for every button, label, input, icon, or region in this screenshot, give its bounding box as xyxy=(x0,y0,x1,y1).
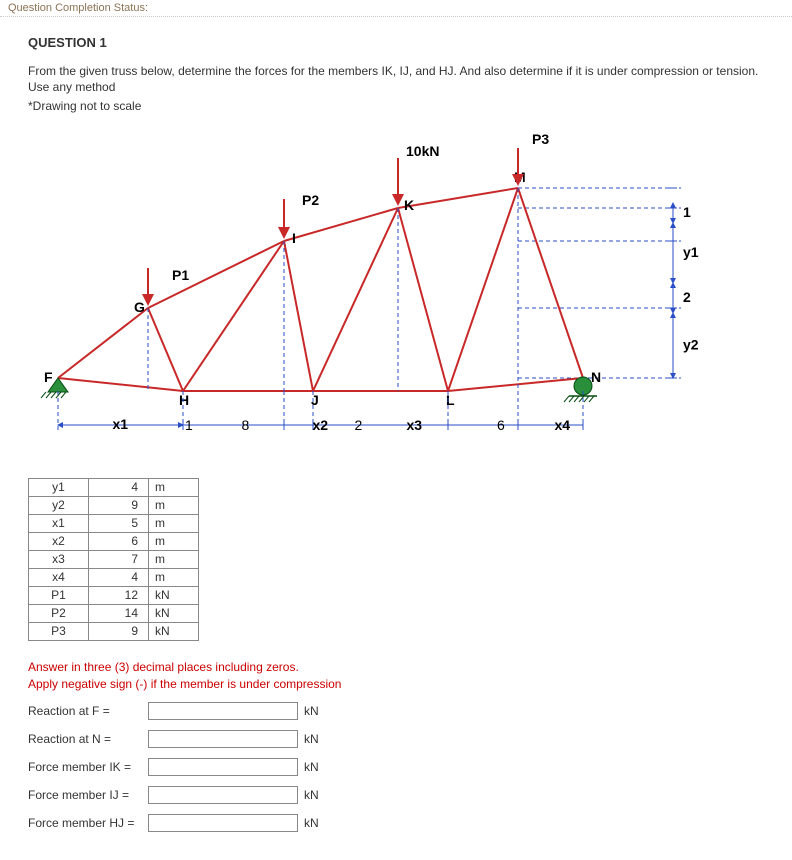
answers-block: Reaction at F =kNReaction at N =kNForce … xyxy=(28,702,764,832)
param-name: x3 xyxy=(29,550,89,568)
svg-text:H: H xyxy=(179,392,189,408)
truss-diagram: F G H I J K L M N P1 P2 10kN P3 x1 1 8 x2 2 x3 6 x4 1 y1 2 y2 xyxy=(28,133,764,466)
param-row: x26m xyxy=(29,532,199,550)
question-content: QUESTION 1 From the given truss below, d… xyxy=(0,17,792,860)
param-row: y14m xyxy=(29,478,199,496)
answer-label: Reaction at F = xyxy=(28,704,148,718)
answer-label: Reaction at N = xyxy=(28,732,148,746)
svg-text:2: 2 xyxy=(683,289,691,305)
answer-label: Force member IK = xyxy=(28,760,148,774)
svg-text:P1: P1 xyxy=(172,267,189,283)
svg-text:J: J xyxy=(311,392,319,408)
answer-row: Reaction at N = kN xyxy=(28,730,764,748)
param-value: 12 xyxy=(89,586,149,604)
param-value: 6 xyxy=(89,532,149,550)
svg-text:1: 1 xyxy=(185,417,193,433)
param-row: x37m xyxy=(29,550,199,568)
instruction-2: Apply negative sign (-) if the member is… xyxy=(28,676,764,693)
svg-text:x2: x2 xyxy=(313,417,329,433)
param-name: P1 xyxy=(29,586,89,604)
answer-label: Force member IJ = xyxy=(28,788,148,802)
answer-row: Force member HJ = kN xyxy=(28,814,764,832)
instruction-1: Answer in three (3) decimal places inclu… xyxy=(28,659,764,676)
answer-row: Force member IK = kN xyxy=(28,758,764,776)
param-unit: m xyxy=(149,478,199,496)
answer-unit: kN xyxy=(304,704,319,718)
svg-text:x3: x3 xyxy=(407,417,423,433)
question-text: From the given truss below, determine th… xyxy=(28,64,764,95)
answer-row: Force member IJ = kN xyxy=(28,786,764,804)
parameter-table: y14my29mx15mx26mx37mx44mP112kNP214kNP39k… xyxy=(28,478,199,641)
param-unit: kN xyxy=(149,622,199,640)
param-name: y1 xyxy=(29,478,89,496)
svg-text:y1: y1 xyxy=(683,244,699,260)
param-name: y2 xyxy=(29,496,89,514)
answer-input[interactable] xyxy=(148,814,298,832)
svg-text:x1: x1 xyxy=(113,416,129,432)
svg-text:10kN: 10kN xyxy=(406,143,439,159)
param-unit: m xyxy=(149,514,199,532)
svg-text:x4: x4 xyxy=(555,417,571,433)
answer-input[interactable] xyxy=(148,758,298,776)
param-row: P39kN xyxy=(29,622,199,640)
param-name: x2 xyxy=(29,532,89,550)
answer-unit: kN xyxy=(304,788,319,802)
svg-text:K: K xyxy=(404,197,414,213)
param-unit: m xyxy=(149,550,199,568)
answer-unit: kN xyxy=(304,760,319,774)
truss-svg: F G H I J K L M N P1 P2 10kN P3 x1 1 8 x2 2 x3 6 x4 1 y1 2 y2 xyxy=(28,133,728,463)
answer-input[interactable] xyxy=(148,702,298,720)
svg-text:N: N xyxy=(591,369,601,385)
answer-input[interactable] xyxy=(148,730,298,748)
drawing-note: *Drawing not to scale xyxy=(28,99,764,115)
param-name: P2 xyxy=(29,604,89,622)
svg-text:L: L xyxy=(446,392,455,408)
param-unit: kN xyxy=(149,586,199,604)
param-value: 9 xyxy=(89,622,149,640)
svg-text:y2: y2 xyxy=(683,336,699,352)
param-value: 4 xyxy=(89,568,149,586)
param-unit: kN xyxy=(149,604,199,622)
answer-label: Force member HJ = xyxy=(28,816,148,830)
param-row: P214kN xyxy=(29,604,199,622)
param-name: x1 xyxy=(29,514,89,532)
param-unit: m xyxy=(149,568,199,586)
param-name: P3 xyxy=(29,622,89,640)
svg-text:6: 6 xyxy=(497,417,505,433)
param-unit: m xyxy=(149,496,199,514)
param-row: P112kN xyxy=(29,586,199,604)
svg-text:1: 1 xyxy=(683,204,691,220)
param-value: 4 xyxy=(89,478,149,496)
svg-text:F: F xyxy=(44,369,53,385)
svg-text:I: I xyxy=(292,230,296,246)
answer-input[interactable] xyxy=(148,786,298,804)
param-value: 9 xyxy=(89,496,149,514)
svg-text:2: 2 xyxy=(355,417,363,433)
param-value: 7 xyxy=(89,550,149,568)
answer-row: Reaction at F = kN xyxy=(28,702,764,720)
svg-text:P2: P2 xyxy=(302,192,319,208)
param-name: x4 xyxy=(29,568,89,586)
param-value: 5 xyxy=(89,514,149,532)
param-row: y29m xyxy=(29,496,199,514)
status-bar: Question Completion Status: xyxy=(0,0,792,17)
param-unit: m xyxy=(149,532,199,550)
answer-unit: kN xyxy=(304,816,319,830)
svg-text:G: G xyxy=(134,299,145,315)
svg-text:M: M xyxy=(514,169,526,185)
answer-unit: kN xyxy=(304,732,319,746)
param-row: x15m xyxy=(29,514,199,532)
svg-text:P3: P3 xyxy=(532,133,549,147)
status-text: Question Completion Status: xyxy=(8,2,148,14)
param-value: 14 xyxy=(89,604,149,622)
svg-text:8: 8 xyxy=(242,417,250,433)
question-number: QUESTION 1 xyxy=(28,35,764,50)
param-row: x44m xyxy=(29,568,199,586)
